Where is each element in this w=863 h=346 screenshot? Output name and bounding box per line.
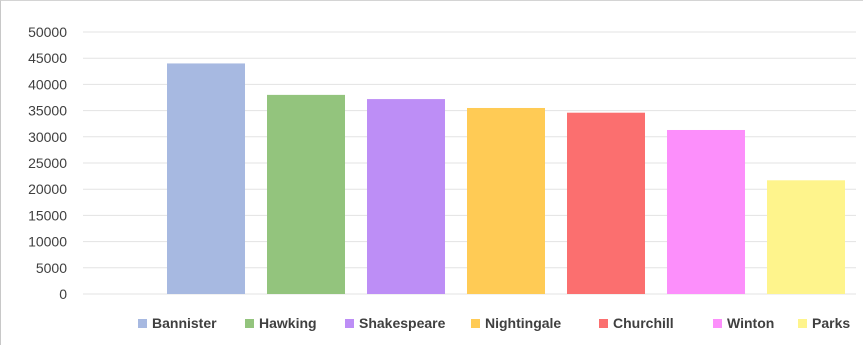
legend-label-shakespeare: Shakespeare — [359, 315, 446, 331]
y-tick-label: 5000 — [36, 260, 67, 276]
y-tick-label: 40000 — [28, 76, 67, 92]
bar-shakespeare — [367, 99, 445, 295]
y-tick-label: 10000 — [28, 234, 67, 250]
y-tick-label: 35000 — [28, 103, 67, 119]
bar-hawking — [267, 94, 345, 294]
legend-swatch-shakespeare — [345, 319, 354, 328]
y-tick-label: 45000 — [28, 50, 67, 66]
y-tick-label: 25000 — [28, 155, 67, 171]
legend-swatch-nightingale — [471, 319, 480, 328]
legend-label-nightingale: Nightingale — [485, 315, 561, 331]
y-tick-label: 20000 — [28, 181, 67, 197]
bar-churchill — [567, 112, 645, 294]
legend-swatch-parks — [798, 319, 807, 328]
legend-swatch-churchill — [599, 319, 608, 328]
y-tick-label: 0 — [59, 286, 67, 302]
legend-label-winton: Winton — [727, 315, 774, 331]
bar-winton — [667, 129, 745, 294]
y-tick-label: 50000 — [28, 24, 67, 40]
bar-nightingale — [467, 107, 545, 294]
legend-swatch-winton — [713, 319, 722, 328]
legend-label-churchill: Churchill — [613, 315, 674, 331]
bar-bannister — [167, 63, 245, 294]
y-tick-label: 30000 — [28, 129, 67, 145]
legend-label-hawking: Hawking — [259, 315, 317, 331]
bar-parks — [767, 180, 845, 294]
y-tick-label: 15000 — [28, 207, 67, 223]
legend-swatch-hawking — [245, 319, 254, 328]
legend-label-bannister: Bannister — [152, 315, 217, 331]
legend-swatch-bannister — [138, 319, 147, 328]
legend-label-parks: Parks — [812, 315, 850, 331]
